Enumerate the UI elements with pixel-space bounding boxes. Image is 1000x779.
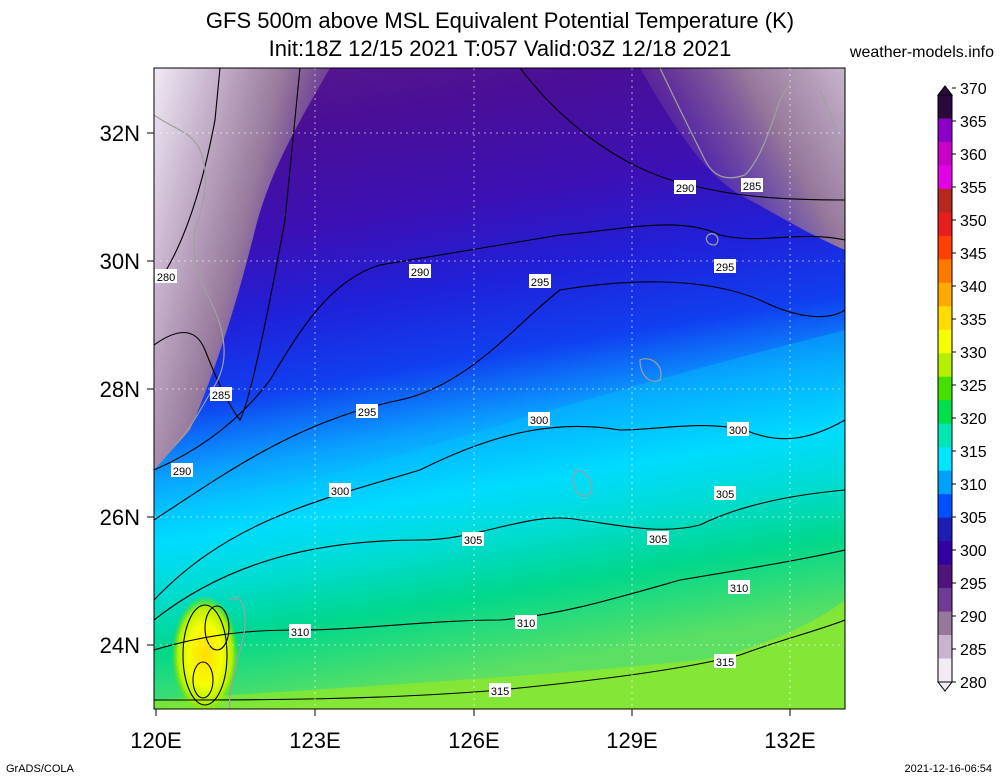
colorbar-min-arrow xyxy=(936,681,954,692)
lat-axis-labels: 32N 30N 28N 26N 24N xyxy=(100,121,140,658)
colorbar-tick-label: 280 xyxy=(960,675,987,692)
lat-tick-label: 24N xyxy=(100,633,140,658)
colorbar-swatch xyxy=(938,306,952,331)
lon-tick-label: 129E xyxy=(606,728,657,753)
colorbar-swatch xyxy=(938,188,952,213)
contour-label: 295 xyxy=(358,407,376,419)
colorbar-swatch xyxy=(938,635,952,660)
lat-tick-label: 32N xyxy=(100,121,140,146)
footer-credit: GrADS/COLA xyxy=(6,763,74,775)
contour-label: 290 xyxy=(173,466,191,478)
colorbar-swatch xyxy=(938,611,952,636)
footer-timestamp: 2021-12-16-06:54 xyxy=(904,763,992,775)
contour-label: 280 xyxy=(157,272,175,284)
colorbar-swatch xyxy=(938,541,952,566)
colorbar-tick-label: 320 xyxy=(960,411,987,428)
contour-label: 305 xyxy=(649,534,667,546)
field-layer xyxy=(154,68,845,709)
colorbar-tick-label: 365 xyxy=(960,114,987,131)
contour-label: 285 xyxy=(743,181,761,193)
contour-label: 310 xyxy=(291,627,309,639)
lon-axis-labels: 120E 123E 126E 129E 132E xyxy=(130,728,815,753)
contour-label: 300 xyxy=(729,425,747,437)
contour-label: 290 xyxy=(411,267,429,279)
contour-label: 315 xyxy=(491,686,509,698)
colorbar-swatch xyxy=(938,564,952,589)
contour-label: 300 xyxy=(331,486,349,498)
colorbar-tick-label: 335 xyxy=(960,312,987,329)
colorbar-tick-label: 290 xyxy=(960,609,987,626)
website-label: weather-models.info xyxy=(849,44,994,61)
colorbar: 370 365 360 355 350 345 340 335 330 325 320 315 310 3… xyxy=(936,81,987,692)
lat-tick-label: 30N xyxy=(100,249,140,274)
colorbar-swatch xyxy=(938,658,952,683)
contour-label: 295 xyxy=(716,262,734,274)
contour-lines xyxy=(154,68,845,706)
contour-label: 315 xyxy=(716,657,734,669)
colorbar-swatch xyxy=(938,423,952,448)
colorbar-tick-label: 305 xyxy=(960,510,987,527)
colorbar-max-arrow xyxy=(936,85,954,96)
colorbar-tick-label: 315 xyxy=(960,444,987,461)
map-title: GFS 500m above MSL Equivalent Potential … xyxy=(205,8,795,33)
contour-label: 295 xyxy=(531,277,549,289)
colorbar-swatch xyxy=(938,282,952,307)
colorbar-swatch xyxy=(938,212,952,237)
lat-tick-label: 26N xyxy=(100,505,140,530)
colorbar-tick-label: 295 xyxy=(960,576,987,593)
colorbar-swatch xyxy=(938,329,952,354)
contour-label: 310 xyxy=(517,618,535,630)
colorbar-swatch xyxy=(938,376,952,401)
colorbar-tick-label: 300 xyxy=(960,543,987,560)
contour-label: 310 xyxy=(730,583,748,595)
colorbar-swatch xyxy=(938,118,952,143)
colorbar-tick-label: 345 xyxy=(960,246,987,263)
colorbar-tick-label: 370 xyxy=(960,81,987,98)
axis-ticks xyxy=(147,132,791,716)
colorbar-swatch xyxy=(938,259,952,284)
colorbar-swatch xyxy=(938,494,952,519)
colorbar-swatch xyxy=(938,95,952,119)
contour-label: 305 xyxy=(716,489,734,501)
lon-tick-label: 132E xyxy=(764,728,815,753)
colorbar-swatch xyxy=(938,447,952,472)
colorbar-tick-label: 360 xyxy=(960,147,987,164)
colorbar-tick-label: 325 xyxy=(960,378,987,395)
colorbar-tick-label: 350 xyxy=(960,213,987,230)
contour-label: 305 xyxy=(464,535,482,547)
colorbar-swatch xyxy=(938,470,952,495)
lon-tick-label: 126E xyxy=(448,728,499,753)
contour-label: 290 xyxy=(676,183,694,195)
lat-tick-label: 28N xyxy=(100,377,140,402)
colorbar-swatch xyxy=(938,141,952,166)
contour-label-layer: 280 285 290 290 295 295 290 285 295 300 … xyxy=(155,178,763,698)
colorbar-swatch xyxy=(938,400,952,425)
contour-label: 300 xyxy=(530,415,548,427)
colorbar-tick-label: 285 xyxy=(960,642,987,659)
lon-tick-label: 123E xyxy=(289,728,340,753)
colorbar-tick-label: 355 xyxy=(960,180,987,197)
colorbar-swatch xyxy=(938,165,952,190)
contour-label: 285 xyxy=(212,390,230,402)
colorbar-swatch xyxy=(938,353,952,378)
colorbar-tick-label: 330 xyxy=(960,345,987,362)
colorbar-tick-label: 340 xyxy=(960,279,987,296)
colorbar-swatch xyxy=(938,235,952,260)
grid-lines xyxy=(154,68,845,709)
lon-tick-label: 120E xyxy=(130,728,181,753)
colorbar-frame xyxy=(937,94,953,683)
colorbar-swatch xyxy=(938,517,952,542)
colorbar-tick-label: 310 xyxy=(960,477,987,494)
map-subtitle: Init:18Z 12/15 2021 T:057 Valid:03Z 12/1… xyxy=(268,36,732,61)
colorbar-swatch xyxy=(938,588,952,613)
